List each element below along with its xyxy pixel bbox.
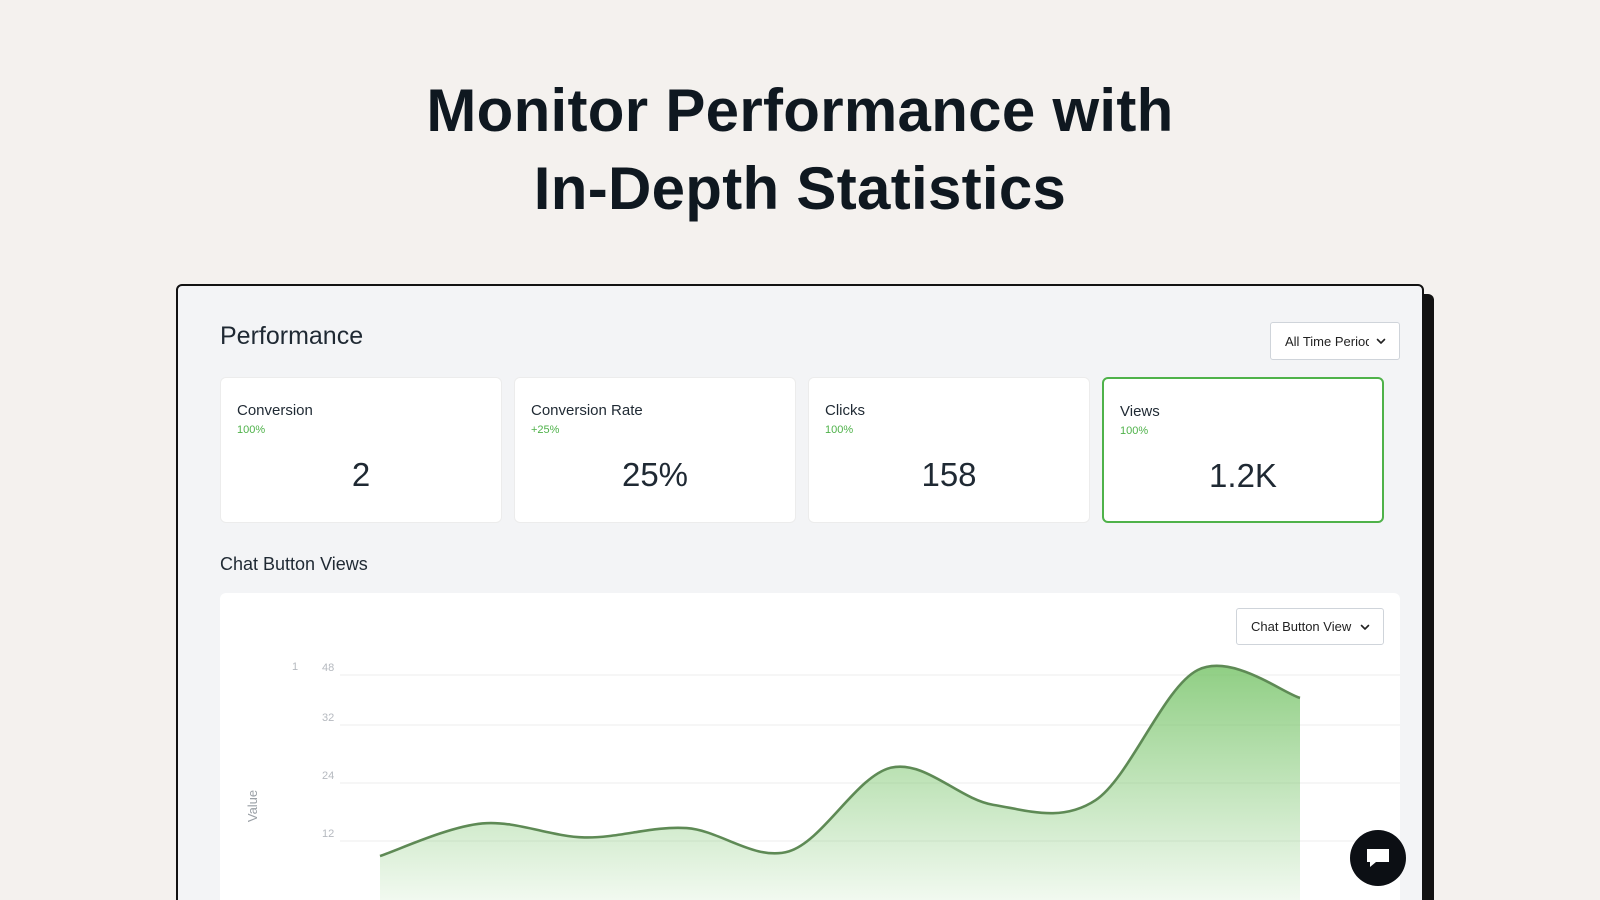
chevron-down-icon <box>1360 624 1370 630</box>
stat-delta: 100% <box>825 424 854 436</box>
stat-value: 25% <box>621 456 689 493</box>
hero-line-2: In-Depth Statistics <box>533 155 1067 222</box>
hero-heading: Monitor Performance with In-Depth Statis… <box>0 72 1600 228</box>
stat-value: 158 <box>921 456 977 493</box>
panel-title: Performance <box>220 322 364 350</box>
stat-card-clicks[interactable]: Clicks 100% 158 <box>808 377 1090 523</box>
stat-label: Conversion <box>237 402 313 419</box>
chart-series-line <box>379 664 1301 858</box>
y-extra-tick-label: 1 <box>292 661 298 673</box>
y-tick-label: 48 <box>322 662 334 674</box>
stat-delta: +25% <box>531 424 560 436</box>
stat-label: Views <box>1120 403 1160 420</box>
chart-area-fill <box>380 665 1300 900</box>
chevron-down-icon <box>1376 338 1386 344</box>
y-tick-label: 32 <box>322 712 334 724</box>
section-title: Chat Button Views <box>220 554 368 574</box>
chat-launcher-button[interactable] <box>1350 830 1406 886</box>
y-tick-label: 24 <box>322 770 334 782</box>
performance-panel: Performance All Time Period Conversion 1… <box>176 284 1424 900</box>
stat-delta: 100% <box>1120 425 1149 437</box>
hero-line-1: Monitor Performance with <box>426 77 1174 144</box>
area-chart: 48 32 24 12 1 Value <box>245 661 1400 900</box>
stat-card-conversion-rate[interactable]: Conversion Rate +25% 25% <box>514 377 796 523</box>
chart-metric-select[interactable]: Chat Button View <box>1236 608 1384 645</box>
stat-delta: 100% <box>237 424 266 436</box>
chart-card: 48 32 24 12 1 Value Chat Button View <box>220 593 1400 900</box>
period-select[interactable]: All Time Period <box>1270 322 1400 360</box>
stat-value: 1.2K <box>1209 457 1277 494</box>
stat-card-conversion[interactable]: Conversion 100% 2 <box>220 377 502 523</box>
chart-metric-select-value: Chat Button View <box>1251 619 1352 634</box>
y-tick-label: 12 <box>322 828 334 840</box>
y-axis-title: Value <box>245 790 260 822</box>
stat-label: Clicks <box>825 402 865 419</box>
stat-card-views[interactable]: Views 100% 1.2K <box>1102 377 1384 523</box>
period-select-value: All Time Period <box>1285 333 1369 349</box>
stat-value: 2 <box>351 456 371 493</box>
stat-label: Conversion Rate <box>531 402 643 419</box>
chat-bubble-icon <box>1367 849 1389 867</box>
